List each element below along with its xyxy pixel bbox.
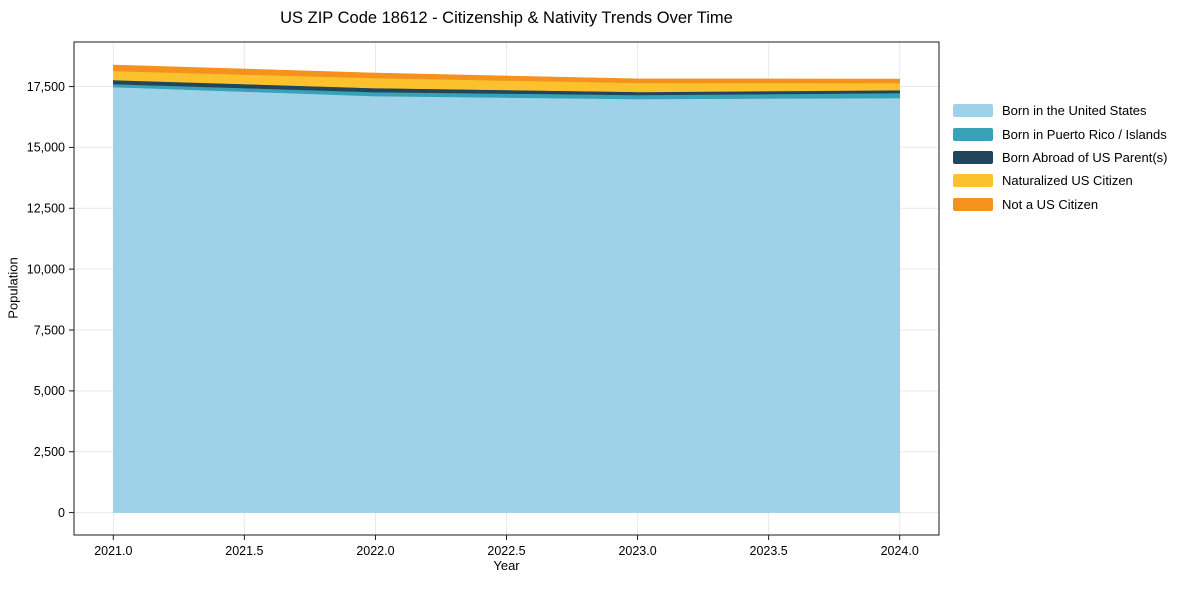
x-tick-label: 2024.0 — [881, 544, 919, 558]
legend-swatch-born-abroad-of-us-parents — [953, 150, 993, 164]
legend-label: Born in Puerto Rico / Islands — [1002, 126, 1167, 142]
y-tick-label: 10,000 — [27, 262, 65, 276]
chart-title: US ZIP Code 18612 - Citizenship & Nativi… — [280, 9, 733, 27]
legend-swatch-not-a-us-citizen — [953, 197, 993, 211]
y-tick-label: 0 — [58, 506, 65, 520]
legend-label: Not a US Citizen — [1002, 196, 1099, 212]
legend-item: Born Abroad of US Parent(s) — [953, 146, 1167, 169]
x-tick-label: 2023.0 — [618, 544, 656, 558]
legend-item: Not a US Citizen — [953, 193, 1167, 216]
y-tick-label: 5,000 — [34, 384, 65, 398]
x-tick-label: 2021.5 — [225, 544, 263, 558]
legend: Born in the United States Born in Puerto… — [953, 99, 1167, 216]
area-born-in-the-united-states — [113, 86, 900, 513]
legend-label: Naturalized US Citizen — [1002, 173, 1133, 189]
legend-label: Born Abroad of US Parent(s) — [1002, 149, 1168, 165]
legend-item: Born in Puerto Rico / Islands — [953, 122, 1167, 145]
y-tick-label: 12,500 — [27, 202, 65, 216]
x-tick-label: 2022.5 — [487, 544, 525, 558]
x-axis-label: Year — [493, 558, 520, 573]
legend-swatch-born-in-the-united-states — [953, 104, 993, 118]
y-tick-label: 15,000 — [27, 141, 65, 155]
legend-label: Born in the United States — [1002, 103, 1147, 119]
y-axis-label: Population — [5, 257, 21, 319]
x-tick-label: 2021.0 — [94, 544, 132, 558]
y-tick-label: 17,500 — [27, 80, 65, 94]
y-tick-label: 2,500 — [34, 445, 65, 459]
area-not-a-us-citizen — [113, 64, 900, 84]
legend-swatch-naturalized-us-citizen — [953, 174, 993, 188]
legend-item: Born in the United States — [953, 99, 1167, 122]
legend-swatch-born-in-puerto-rico-islands — [953, 127, 993, 141]
x-tick-label: 2023.5 — [750, 544, 788, 558]
x-tick-label: 2022.0 — [356, 544, 394, 558]
legend-item: Naturalized US Citizen — [953, 169, 1167, 192]
y-tick-label: 7,500 — [34, 323, 65, 337]
